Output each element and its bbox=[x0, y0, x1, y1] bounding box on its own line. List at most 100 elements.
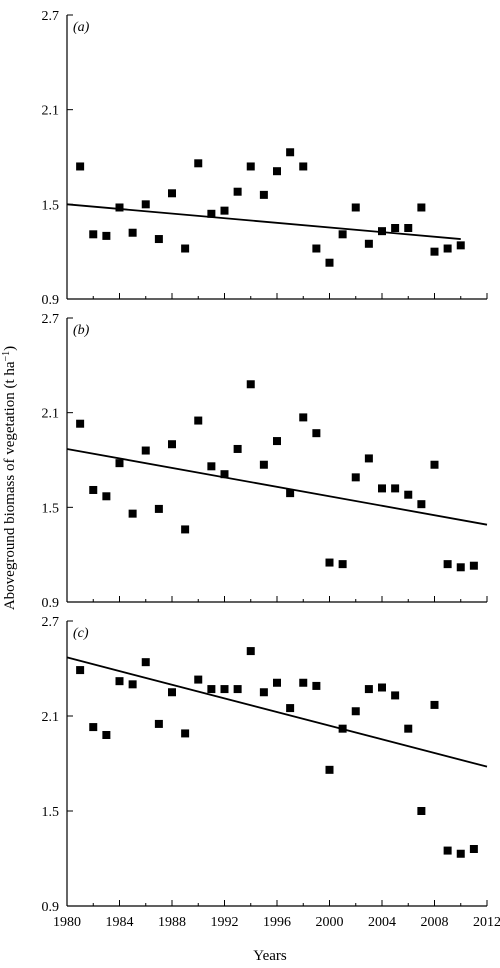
y-tick-label: 1.5 bbox=[42, 805, 60, 820]
data-point bbox=[338, 724, 347, 733]
data-point bbox=[351, 473, 360, 482]
data-point bbox=[417, 807, 426, 815]
data-point bbox=[456, 849, 465, 858]
data-point bbox=[325, 558, 334, 567]
y-tick-label: 0.9 bbox=[42, 900, 60, 915]
data-point bbox=[273, 437, 281, 446]
data-point bbox=[404, 224, 413, 232]
data-point bbox=[299, 678, 308, 687]
y-tick-label: 0.9 bbox=[42, 596, 60, 611]
data-point bbox=[89, 723, 98, 732]
data-point bbox=[181, 729, 190, 738]
data-point bbox=[207, 462, 216, 471]
y-axis-title-main: Aboveground biomass of vegetation (t ha bbox=[2, 361, 18, 610]
data-point bbox=[207, 209, 216, 218]
data-point bbox=[128, 680, 137, 689]
data-point bbox=[194, 416, 203, 425]
data-point bbox=[443, 560, 452, 569]
y-tick-label: 1.5 bbox=[42, 198, 60, 213]
data-point bbox=[246, 162, 255, 171]
data-point bbox=[378, 227, 386, 236]
data-point bbox=[273, 678, 281, 687]
data-point bbox=[168, 688, 176, 697]
data-point bbox=[364, 239, 373, 248]
data-point bbox=[417, 500, 426, 509]
data-point bbox=[312, 681, 321, 690]
x-axis-title: Years bbox=[253, 948, 287, 964]
data-point bbox=[325, 765, 334, 774]
y-tick-label: 2.1 bbox=[42, 104, 60, 119]
trend-line bbox=[66, 656, 488, 768]
data-point bbox=[115, 203, 124, 212]
data-point bbox=[181, 525, 190, 534]
data-point bbox=[76, 419, 85, 428]
y-tick-label: 2.1 bbox=[42, 407, 60, 422]
data-point bbox=[417, 203, 426, 212]
panel-b: 2.7 2.1 1.5 0.9 (b) bbox=[42, 312, 488, 611]
x-tick-label: 1980 bbox=[53, 915, 81, 930]
x-tick-label: 2008 bbox=[421, 915, 449, 930]
data-point bbox=[194, 159, 203, 168]
data-point bbox=[154, 235, 163, 244]
data-point bbox=[273, 167, 281, 176]
data-point bbox=[338, 230, 347, 239]
data-point bbox=[115, 677, 124, 686]
y-tick-label: 1.5 bbox=[42, 501, 60, 516]
data-point bbox=[220, 470, 229, 479]
data-point bbox=[364, 685, 373, 694]
data-point bbox=[220, 206, 229, 215]
data-point bbox=[141, 446, 150, 455]
data-point bbox=[404, 724, 413, 733]
data-point bbox=[312, 429, 321, 438]
data-point bbox=[154, 504, 163, 513]
data-point bbox=[391, 224, 400, 232]
data-point bbox=[168, 440, 176, 449]
data-point bbox=[286, 704, 295, 713]
data-point bbox=[351, 707, 360, 716]
data-point bbox=[259, 688, 268, 697]
data-point bbox=[443, 244, 452, 253]
x-tick-label: 1992 bbox=[211, 915, 239, 930]
data-point bbox=[259, 460, 268, 469]
data-point bbox=[141, 658, 150, 667]
x-tick-label: 2004 bbox=[368, 915, 396, 930]
data-point bbox=[430, 700, 439, 709]
data-point bbox=[312, 244, 321, 253]
data-point bbox=[89, 485, 98, 494]
data-point bbox=[364, 454, 373, 463]
data-point bbox=[378, 683, 386, 692]
y-axis-title-close: ) bbox=[2, 346, 18, 351]
panel-label: (c) bbox=[73, 626, 89, 641]
data-point bbox=[299, 413, 308, 422]
data-point bbox=[102, 231, 111, 240]
data-point bbox=[246, 380, 255, 389]
data-point bbox=[286, 489, 295, 498]
x-tick-label: 2000 bbox=[316, 915, 344, 930]
data-point bbox=[233, 187, 242, 196]
data-point bbox=[246, 647, 255, 656]
x-tick-label: 1988 bbox=[158, 915, 186, 930]
data-point bbox=[233, 444, 242, 453]
data-point bbox=[168, 189, 176, 198]
panels: 2.7 2.1 1.5 0.9 (a) 2.7 2.1 1.5 0.9 (b) 2.7 2.1 1.5 0… bbox=[42, 9, 500, 930]
y-tick-label: 2.7 bbox=[42, 312, 60, 327]
data-point bbox=[378, 484, 386, 493]
panel-label: (a) bbox=[73, 20, 90, 35]
data-point bbox=[154, 719, 163, 728]
data-point bbox=[141, 200, 150, 209]
data-point bbox=[299, 162, 308, 171]
data-point bbox=[115, 459, 124, 468]
data-point bbox=[443, 846, 452, 855]
data-point bbox=[286, 148, 295, 157]
data-point bbox=[76, 162, 85, 171]
data-point bbox=[430, 247, 439, 256]
y-tick-label: 2.7 bbox=[42, 615, 60, 630]
trend-line bbox=[66, 203, 461, 240]
y-axis-title: Aboveground biomass of vegetation (t ha−… bbox=[1, 346, 19, 610]
data-point bbox=[325, 258, 334, 267]
data-point bbox=[128, 228, 137, 237]
panel-a: 2.7 2.1 1.5 0.9 (a) bbox=[42, 9, 488, 308]
data-point bbox=[469, 845, 478, 853]
